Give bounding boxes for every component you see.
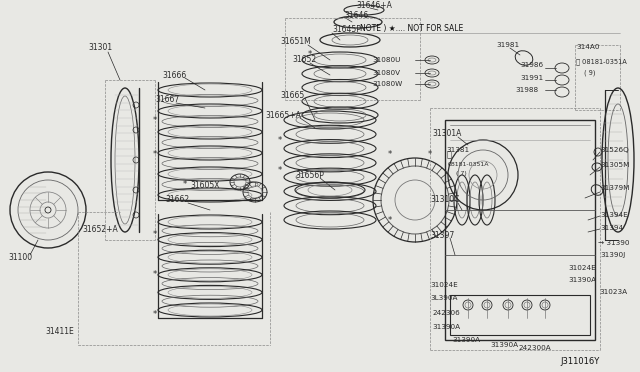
Text: *: * (153, 231, 157, 240)
Text: *: * (153, 311, 157, 320)
Text: 31394E: 31394E (600, 212, 628, 218)
Text: 31411E: 31411E (45, 327, 74, 337)
Text: 31986: 31986 (520, 62, 543, 68)
Text: J311016Y: J311016Y (560, 357, 599, 366)
Text: 31080W: 31080W (372, 81, 403, 87)
Text: *: * (428, 151, 432, 160)
Text: 31390J: 31390J (600, 252, 625, 258)
Text: 31305M: 31305M (600, 162, 629, 168)
Text: 314A0: 314A0 (576, 44, 600, 50)
Text: 242300A: 242300A (518, 345, 551, 351)
Text: *: * (153, 270, 157, 279)
Text: *: * (153, 115, 157, 125)
Text: 31651M: 31651M (280, 38, 311, 46)
Text: 31645P: 31645P (332, 26, 361, 35)
Bar (450, 295, 590, 335)
Text: Ⓑ 08181-0351A: Ⓑ 08181-0351A (576, 59, 627, 65)
Text: 31646: 31646 (344, 10, 368, 19)
Text: 31981: 31981 (496, 42, 519, 48)
Text: 31310C: 31310C (430, 196, 460, 205)
Text: 31397: 31397 (430, 231, 454, 240)
Text: 31667: 31667 (155, 96, 179, 105)
Text: 31024E: 31024E (568, 265, 596, 271)
Text: 31666: 31666 (162, 71, 186, 80)
Text: 31665+A: 31665+A (265, 110, 301, 119)
Text: 31390A: 31390A (432, 324, 460, 330)
Text: 31301: 31301 (88, 44, 112, 52)
Text: ( 9): ( 9) (584, 70, 595, 76)
Text: ( 7): ( 7) (456, 170, 467, 176)
Text: 31023A: 31023A (599, 289, 627, 295)
Text: 08181-0351A: 08181-0351A (448, 163, 490, 167)
Text: NOTE ) ★.... NOT FOR SALE: NOTE ) ★.... NOT FOR SALE (360, 23, 463, 32)
Text: 31662: 31662 (165, 196, 189, 205)
Text: 31100: 31100 (8, 253, 32, 263)
Text: *: * (278, 166, 282, 174)
Text: *: * (388, 215, 392, 224)
Text: 31379M: 31379M (600, 185, 629, 191)
Text: 31390A: 31390A (452, 337, 480, 343)
Text: 3L390A: 3L390A (430, 295, 458, 301)
Text: 31652+A: 31652+A (82, 225, 118, 234)
Text: 31080V: 31080V (372, 70, 400, 76)
Text: *: * (153, 151, 157, 160)
Text: 31988: 31988 (515, 87, 538, 93)
Text: 31390A: 31390A (490, 342, 518, 348)
Text: *: * (388, 151, 392, 160)
Text: 31080U: 31080U (372, 57, 401, 63)
Text: 31024E: 31024E (430, 282, 458, 288)
Text: 31665: 31665 (280, 90, 304, 99)
Text: *: * (278, 135, 282, 144)
Text: Ⓑ: Ⓑ (447, 151, 452, 160)
Text: 31301A: 31301A (432, 128, 461, 138)
Bar (445, 120, 595, 340)
Text: 31390A: 31390A (568, 277, 596, 283)
Text: 31526Q: 31526Q (600, 147, 628, 153)
Text: 31646+A: 31646+A (356, 0, 392, 10)
Text: 31605X: 31605X (190, 180, 220, 189)
Text: 31991: 31991 (520, 75, 543, 81)
Text: 31652: 31652 (292, 55, 316, 64)
Text: → 31390: → 31390 (598, 240, 630, 246)
Text: *: * (308, 51, 312, 60)
Text: 31656P: 31656P (295, 170, 324, 180)
Text: *: * (183, 180, 187, 189)
Text: 31394: 31394 (600, 225, 623, 231)
Text: 242306: 242306 (432, 310, 460, 316)
Text: 31381: 31381 (446, 147, 469, 153)
